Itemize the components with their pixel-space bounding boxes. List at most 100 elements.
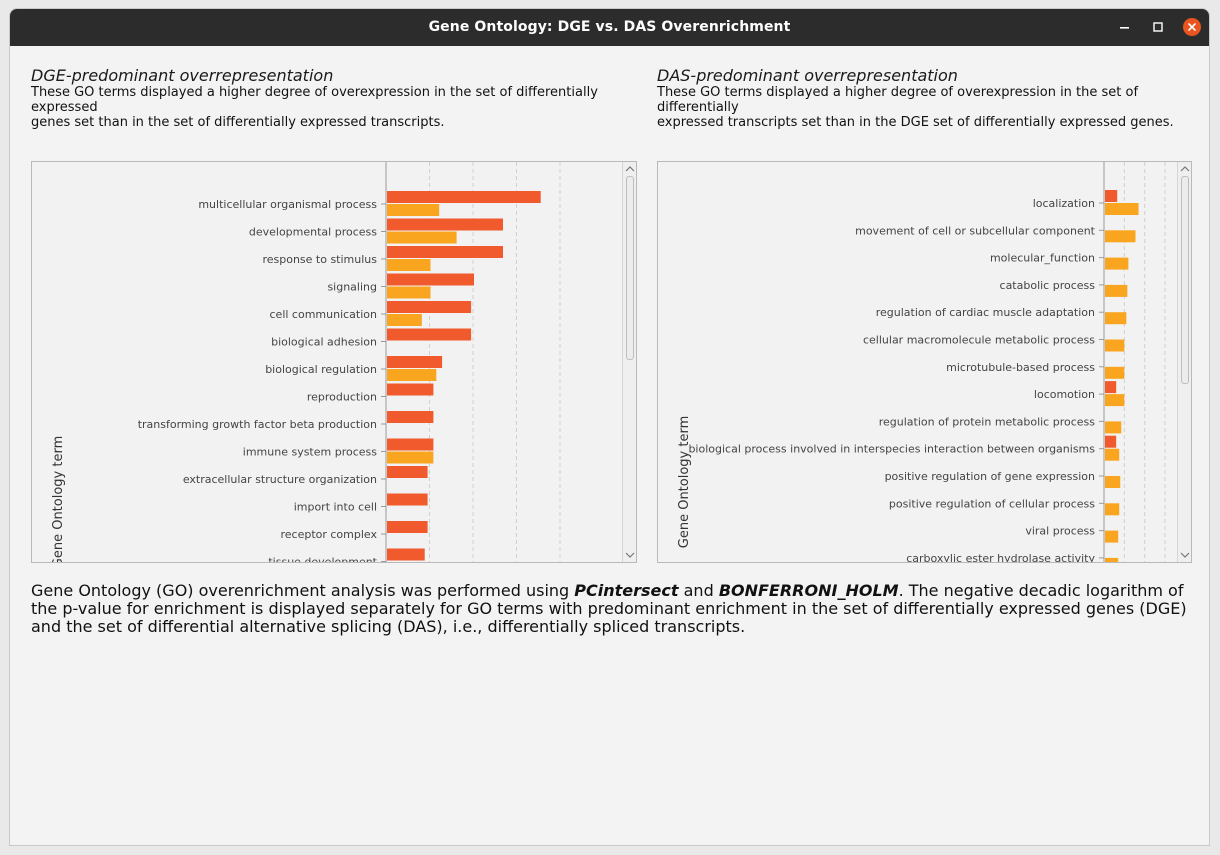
- das-bar: [1105, 530, 1119, 543]
- close-icon: [1183, 18, 1201, 36]
- das-bar: [1105, 448, 1120, 461]
- dge-bar: [387, 451, 434, 464]
- dge-tick-label: receptor complex: [280, 528, 377, 541]
- dge-tick-label: biological regulation: [265, 363, 377, 376]
- das-tick-label: positive regulation of cellular process: [889, 497, 1095, 510]
- das-tick-label: molecular_function: [990, 252, 1095, 265]
- dge-heading: DGE-predominant overrepresentation: [31, 66, 334, 85]
- das-tick-label: cellular macromolecule metabolic process: [863, 334, 1095, 347]
- dge-tick-label: developmental process: [249, 226, 377, 239]
- dge-chart-panel: Gene Ontology term multicellular organism…: [31, 161, 637, 563]
- footer-part: . The negative decadic logarithm of the …: [31, 581, 1187, 636]
- dge-bar: [387, 493, 428, 506]
- maximize-button[interactable]: [1149, 18, 1167, 36]
- dge-tick-label: extracellular structure organization: [183, 473, 377, 486]
- close-button[interactable]: [1183, 18, 1201, 36]
- dge-tick-label: biological adhesion: [271, 336, 377, 349]
- dge-tick-label: import into cell: [294, 501, 377, 514]
- dge-desc-line: expressed: [31, 100, 98, 115]
- dge-bar: [387, 301, 472, 313]
- das-chart-panel: Gene Ontology term localization movement o…: [657, 161, 1192, 563]
- dge-desc-line: These GO terms displayed a higher degree…: [31, 85, 598, 100]
- das-desc-line: expressed transcripts set than in the DG…: [657, 115, 1174, 130]
- das-heading: DAS-predominant overrepresentation: [657, 66, 958, 85]
- das-tick-label: viral process: [1025, 525, 1095, 538]
- das-bar: [1105, 476, 1121, 488]
- das-bar: [1105, 394, 1125, 407]
- dge-scrollbar[interactable]: [622, 162, 636, 562]
- das-bar: [1105, 230, 1136, 243]
- das-bar: [1105, 339, 1125, 352]
- dge-chart: Gene Ontology term multicellular organism…: [51, 162, 561, 564]
- das-tick-label: locomotion: [1034, 388, 1095, 401]
- dge-scroll-thumb[interactable]: [626, 176, 634, 360]
- dge-bar: [387, 438, 434, 451]
- dge-tick-label: response to stimulus: [262, 253, 377, 266]
- das-description: These GO terms displayed a higher degree…: [657, 85, 1197, 130]
- dge-tick-label: immune system process: [243, 446, 377, 459]
- dge-bar: [387, 356, 443, 368]
- das-bar: [1105, 421, 1122, 434]
- dge-bar: [387, 369, 437, 381]
- das-chart: Gene Ontology term localization movement o…: [677, 162, 1166, 563]
- dge-bar: [387, 466, 428, 478]
- dge-desc-line: genes set than in the set of differentia…: [31, 115, 445, 130]
- dge-tick-label: transforming growth factor beta producti…: [138, 418, 377, 431]
- footer-description: Gene Ontology (GO) overenrichment analys…: [31, 582, 1201, 636]
- das-bar: [1105, 366, 1125, 379]
- footer-part: and: [678, 581, 719, 600]
- das-bar: [1105, 257, 1129, 270]
- dge-description: These GO terms displayed a higher degree…: [31, 85, 621, 130]
- das-desc-line: These GO terms displayed a higher degree…: [657, 85, 1139, 100]
- dge-bar: [387, 328, 472, 341]
- das-tick-label: movement of cell or subcellular componen…: [855, 224, 1096, 237]
- dge-bar: [387, 383, 434, 396]
- das-tick-label: regulation of protein metabolic process: [879, 415, 1096, 428]
- title-bar[interactable]: Gene Ontology: DGE vs. DAS Overenrichmen…: [10, 9, 1209, 46]
- dge-tick-label: tissue development: [268, 556, 377, 564]
- das-bar: [1105, 190, 1118, 202]
- das-tick-label: catabolic process: [1000, 279, 1096, 292]
- dge-tick-label: reproduction: [307, 391, 377, 404]
- das-bar: [1105, 381, 1117, 394]
- dge-bar: [387, 314, 422, 326]
- das-tick-label: biological process involved in interspec…: [688, 443, 1095, 456]
- dge-bar: [387, 521, 428, 533]
- dge-bar: [387, 218, 503, 231]
- scroll-up-arrow-icon[interactable]: [1180, 165, 1190, 173]
- footer-part: Gene Ontology (GO) overenrichment analys…: [31, 581, 575, 600]
- das-bar: [1105, 503, 1120, 516]
- minimize-icon: [1120, 27, 1129, 29]
- dge-bar: [387, 191, 541, 203]
- dge-tick-label: signaling: [327, 281, 377, 294]
- dge-bar: [387, 231, 457, 244]
- das-bar: [1105, 203, 1139, 215]
- das-scrollbar[interactable]: [1177, 162, 1191, 562]
- das-tick-label: localization: [1033, 197, 1095, 210]
- das-bar: [1105, 284, 1128, 297]
- das-scroll-thumb[interactable]: [1181, 176, 1189, 384]
- das-tick-label: regulation of cardiac muscle adaptation: [876, 306, 1095, 319]
- scroll-down-arrow-icon[interactable]: [1180, 551, 1190, 559]
- footer-method: BONFERRONI_HOLM: [718, 581, 899, 600]
- dge-bar: [387, 548, 425, 561]
- dge-bar: [387, 411, 434, 423]
- dge-bar: [387, 246, 503, 258]
- das-bar: [1105, 435, 1117, 448]
- dge-bar: [387, 273, 474, 286]
- das-y-axis-title: Gene Ontology term: [677, 416, 692, 548]
- window-title: Gene Ontology: DGE vs. DAS Overenrichmen…: [428, 19, 791, 35]
- footer-tool: PCintersect: [574, 581, 679, 600]
- scroll-up-arrow-icon[interactable]: [625, 165, 635, 173]
- dge-y-axis-title: Gene Ontology term: [51, 436, 66, 563]
- dge-tick-label: multicellular organismal process: [198, 198, 377, 211]
- dge-bar: [387, 259, 431, 271]
- dge-bar: [387, 204, 440, 216]
- das-tick-label: carboxylic ester hydrolase activity: [906, 552, 1095, 563]
- scroll-down-arrow-icon[interactable]: [625, 551, 635, 559]
- das-desc-line: differentially: [657, 100, 739, 115]
- maximize-icon: [1153, 22, 1163, 32]
- minimize-button[interactable]: [1116, 18, 1134, 36]
- dge-bar: [387, 286, 431, 299]
- das-tick-label: microtubule-based process: [946, 361, 1095, 374]
